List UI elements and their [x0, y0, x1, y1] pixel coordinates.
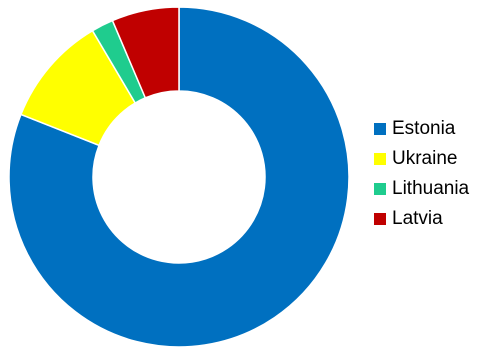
legend-label-ukraine: Ukraine — [392, 148, 458, 169]
donut-slice-estonia — [8, 6, 350, 348]
legend-item-lithuania: Lithuania — [374, 174, 502, 204]
legend-swatch-ukraine — [374, 153, 386, 165]
donut-slice-latvia — [111, 6, 180, 99]
legend-item-estonia: Estonia — [374, 114, 502, 144]
legend-item-ukraine: Ukraine — [374, 144, 502, 174]
legend-swatch-latvia — [374, 213, 386, 225]
legend-label-lithuania: Lithuania — [392, 178, 470, 199]
legend-swatch-estonia — [374, 123, 386, 135]
legend-label-estonia: Estonia — [392, 118, 456, 139]
chart-legend: Estonia Ukraine Lithuania Latvia — [374, 114, 502, 234]
legend-label-latvia: Latvia — [392, 208, 443, 229]
legend-item-latvia: Latvia — [374, 204, 502, 234]
legend-swatch-lithuania — [374, 183, 386, 195]
